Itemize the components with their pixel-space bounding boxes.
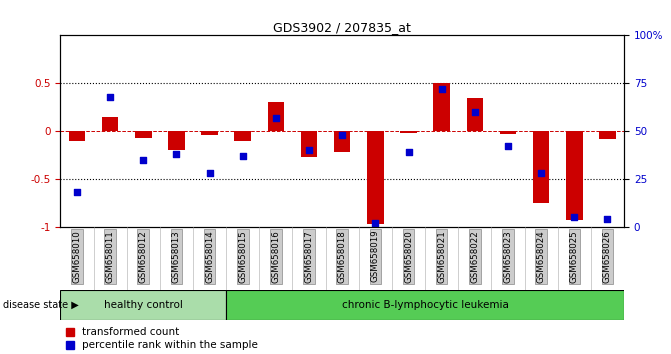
Text: GSM658020: GSM658020: [404, 230, 413, 282]
Bar: [500, 131, 516, 134]
Point: [569, 214, 580, 220]
Bar: [433, 83, 450, 131]
Text: GSM658024: GSM658024: [537, 230, 546, 282]
Text: GSM658018: GSM658018: [338, 230, 347, 282]
Text: GSM658010: GSM658010: [72, 230, 81, 282]
Bar: [301, 131, 317, 157]
Bar: [135, 131, 152, 138]
Text: GSM658022: GSM658022: [470, 230, 479, 282]
Bar: [102, 117, 118, 131]
Bar: [466, 97, 483, 131]
Point: [72, 189, 83, 195]
Legend: transformed count, percentile rank within the sample: transformed count, percentile rank withi…: [66, 327, 258, 350]
Point: [535, 170, 546, 176]
Point: [503, 143, 513, 149]
Text: GSM658026: GSM658026: [603, 230, 612, 282]
Bar: [68, 131, 85, 141]
Text: GSM658011: GSM658011: [105, 230, 115, 282]
Bar: [566, 131, 582, 220]
Text: GSM658021: GSM658021: [437, 230, 446, 282]
Bar: [234, 131, 251, 141]
Point: [337, 132, 348, 138]
FancyBboxPatch shape: [60, 290, 226, 320]
Text: disease state ▶: disease state ▶: [3, 300, 79, 310]
Text: healthy control: healthy control: [104, 300, 183, 310]
Point: [403, 149, 414, 155]
Text: GSM658015: GSM658015: [238, 230, 247, 282]
Point: [370, 220, 380, 225]
Point: [105, 94, 115, 99]
Text: GSM658019: GSM658019: [371, 230, 380, 282]
Title: GDS3902 / 207835_at: GDS3902 / 207835_at: [273, 21, 411, 34]
Point: [602, 216, 613, 222]
Bar: [201, 131, 218, 135]
Point: [436, 86, 447, 92]
Bar: [367, 131, 384, 224]
Bar: [533, 131, 550, 202]
Text: GSM658025: GSM658025: [570, 230, 579, 282]
Text: GSM658023: GSM658023: [503, 230, 513, 282]
Text: GSM658014: GSM658014: [205, 230, 214, 282]
FancyBboxPatch shape: [226, 290, 624, 320]
Text: chronic B-lymphocytic leukemia: chronic B-lymphocytic leukemia: [342, 300, 509, 310]
Point: [138, 157, 149, 162]
Point: [238, 153, 248, 159]
Bar: [334, 131, 350, 152]
Text: GSM658012: GSM658012: [139, 230, 148, 282]
Text: GSM658013: GSM658013: [172, 230, 181, 282]
Text: GSM658017: GSM658017: [305, 230, 313, 282]
Bar: [268, 102, 285, 131]
Point: [204, 170, 215, 176]
Bar: [400, 131, 417, 133]
Point: [270, 115, 281, 120]
Text: GSM658016: GSM658016: [271, 230, 280, 282]
Point: [470, 109, 480, 115]
Bar: [168, 131, 185, 150]
Point: [171, 151, 182, 157]
Point: [304, 147, 315, 153]
Bar: [599, 131, 616, 139]
